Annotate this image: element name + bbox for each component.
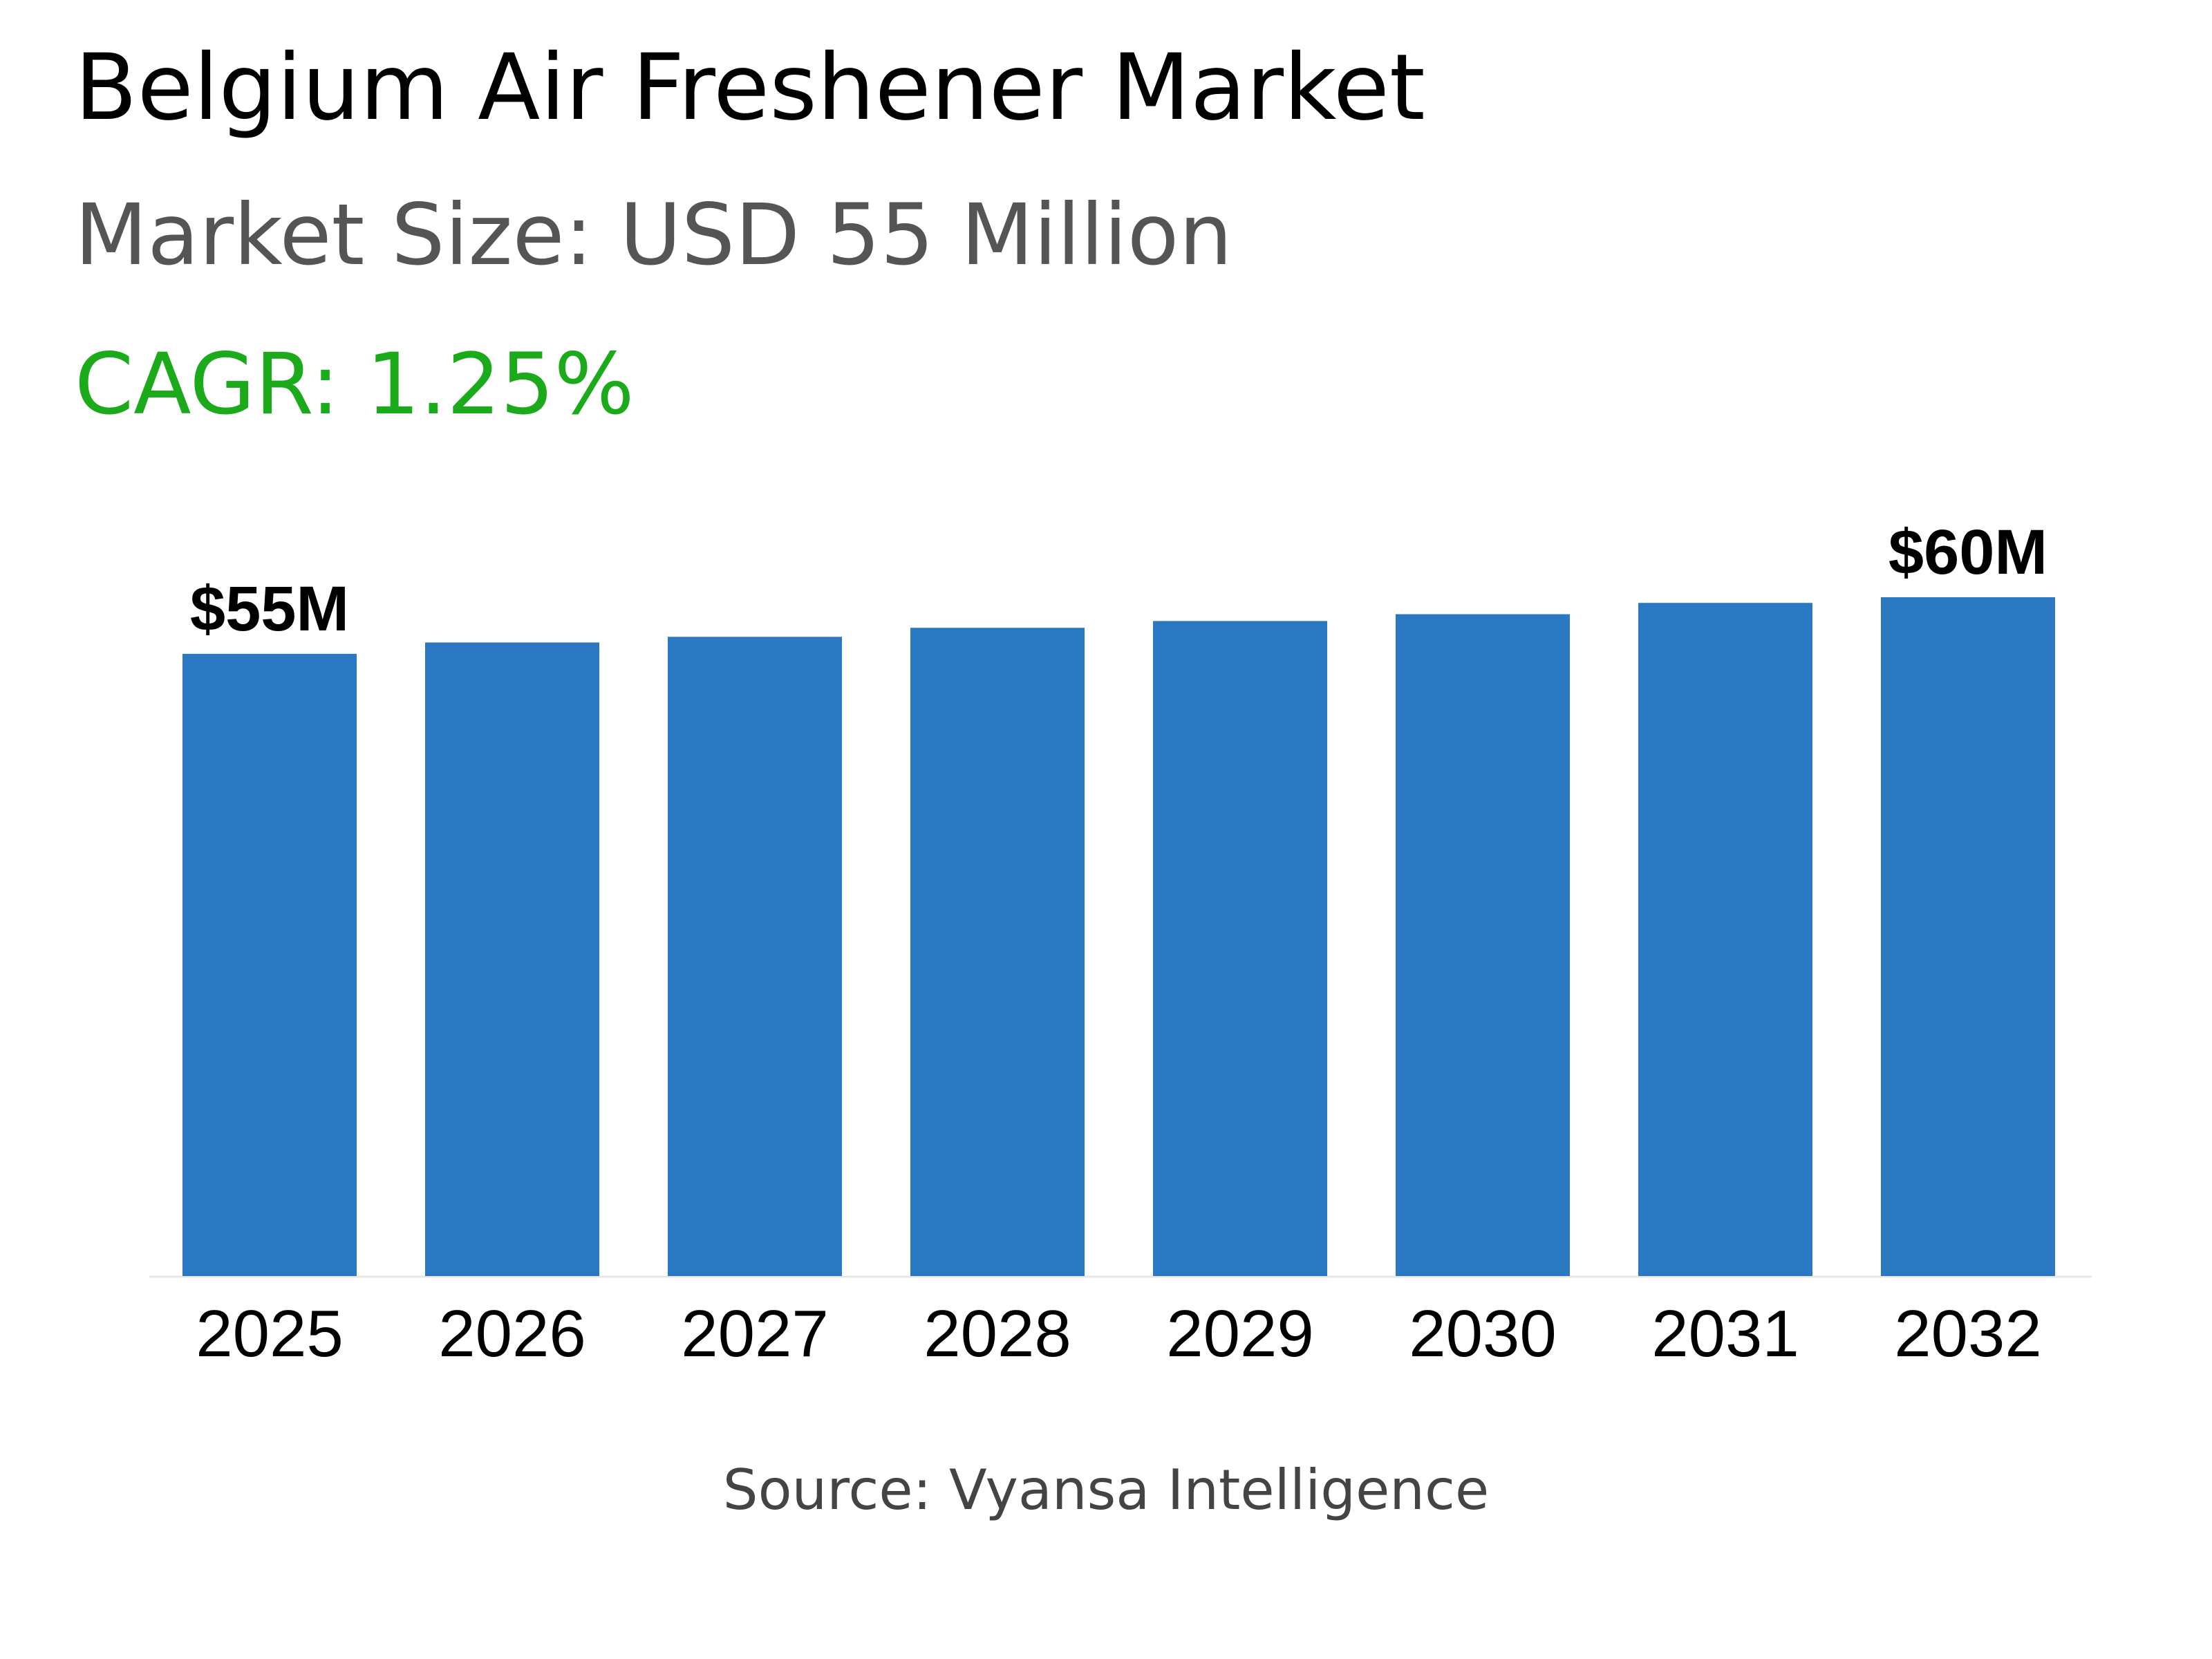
bar-2028 xyxy=(910,628,1085,1276)
market-size-subtitle: Market Size: USD 55 Million xyxy=(75,186,1232,284)
bar-2031 xyxy=(1638,603,1812,1276)
x-tick-label-2025: 2025 xyxy=(196,1297,344,1371)
bar-2029 xyxy=(1153,621,1327,1276)
bar-2025 xyxy=(182,653,357,1276)
x-tick-label-2029: 2029 xyxy=(1166,1297,1314,1371)
bar-2026 xyxy=(425,642,599,1276)
source-note: Source: Vyansa Intelligence xyxy=(722,1458,1490,1522)
x-tick-label-2027: 2027 xyxy=(681,1297,829,1371)
bar-2027 xyxy=(668,637,842,1276)
x-tick-label-2030: 2030 xyxy=(1409,1297,1557,1371)
bar-2030 xyxy=(1396,614,1570,1276)
x-tick-label-2028: 2028 xyxy=(924,1297,1071,1371)
chart-title: Belgium Air Freshener Market xyxy=(75,35,1425,141)
data-label-2025: $55M xyxy=(190,574,349,644)
bar-2032 xyxy=(1881,597,2055,1276)
x-tick-label-2026: 2026 xyxy=(438,1297,586,1371)
cagr-label: CAGR: 1.25% xyxy=(75,335,635,433)
x-tick-label-2032: 2032 xyxy=(1894,1297,2042,1371)
x-tick-label-2031: 2031 xyxy=(1651,1297,1799,1371)
data-label-2032: $60M xyxy=(1888,517,2047,588)
